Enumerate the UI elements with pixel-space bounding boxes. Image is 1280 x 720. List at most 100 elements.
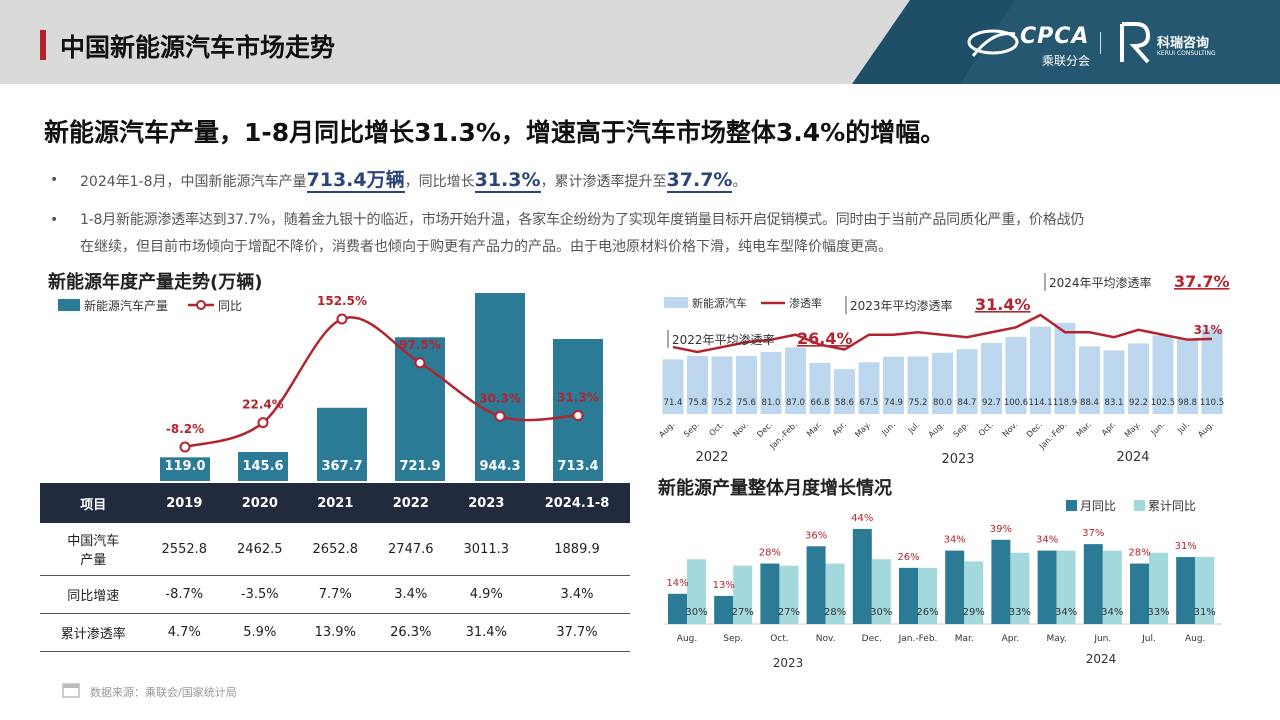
table-cell: 2652.8	[297, 523, 374, 576]
table-header-cell: 2021	[297, 483, 374, 523]
cumulative-value-label: 27%	[732, 607, 754, 618]
cumulative-value-label: 33%	[1147, 607, 1169, 618]
calendar-icon	[62, 683, 80, 698]
headline: 新能源汽车产量，1-8月同比增长31.3%，增速高于汽车市场整体3.4%的增幅。	[44, 118, 946, 147]
table-cell: 3.4%	[373, 575, 449, 614]
avg-2023-annotation-value: 31.4%	[975, 295, 1031, 314]
table-header-cell: 2022	[373, 483, 449, 523]
bar-value-label: 110.5	[1200, 398, 1224, 408]
bar-monthly-nev	[1201, 329, 1223, 414]
bar-mom	[806, 546, 826, 624]
legend-label-mom: 月同比	[1080, 499, 1116, 513]
legend-label-nev: 新能源汽车	[692, 296, 747, 310]
bar-monthly-nev	[956, 349, 978, 414]
mom-value-label: 14%	[666, 578, 688, 589]
bar-cumulative	[1195, 557, 1215, 624]
bar-cumulative	[1056, 550, 1076, 624]
x-tick-label: Mar.	[955, 634, 974, 644]
bar-value-label: 119.0	[164, 459, 205, 474]
bar-cumulative	[779, 565, 799, 624]
bar-value-label: 102.5	[1151, 398, 1175, 408]
bar-cumulative	[1102, 550, 1122, 624]
legend-swatch-mom	[1066, 500, 1077, 511]
bar-cumulative	[733, 565, 753, 624]
bar-monthly-nev	[1079, 346, 1100, 414]
page-title: 中国新能源汽车市场走势	[60, 33, 336, 62]
year-label: 2022	[695, 450, 728, 465]
annual-chart-title: 新能源年度产量走势(万辆)	[48, 272, 263, 293]
bullet-1-text-4: 。	[732, 174, 747, 190]
bar-monthly-nev	[687, 355, 708, 414]
last-penetration-label: 31%	[1194, 323, 1223, 337]
bar-value-label: 98.8	[1178, 398, 1197, 408]
bar-monthly-nev	[907, 356, 929, 414]
bar-monthly-nev	[1103, 350, 1125, 414]
cumulative-value-label: 31%	[1194, 607, 1216, 618]
penetration-line	[672, 313, 1213, 354]
bar-cumulative	[871, 559, 891, 624]
bar-value-label: 81.0	[762, 398, 781, 408]
avg-2024-annotation-text: 2024年平均渗透率	[1049, 275, 1152, 290]
bar-monthly-nev	[711, 356, 733, 414]
yoy-value-label: -8.2%	[166, 422, 204, 436]
table-cell: 1889.9	[524, 523, 630, 576]
mom-value-label: 34%	[1036, 535, 1058, 546]
table-row: 中国汽车 产量 2552.8 2462.5 2652.8 2747.6 3011.…	[40, 523, 630, 576]
table-cell: 2747.6	[373, 523, 449, 576]
legend-label-cumulative: 累计同比	[1148, 499, 1196, 513]
legend-marker-yoy	[196, 300, 206, 310]
table-cell: 3.4%	[524, 575, 630, 614]
table-cell: 3011.3	[448, 523, 525, 576]
bar-mom	[1130, 563, 1149, 624]
bar-mom	[714, 595, 734, 624]
yoy-point	[179, 441, 191, 453]
legend-label-production: 新能源汽车产量	[84, 298, 168, 313]
header-accent-bar	[40, 30, 46, 60]
yoy-point	[572, 410, 584, 422]
bullet-1: • 2024年1-8月，中国新能源汽车产量713.4万辆，同比增长31.3%，累…	[50, 167, 747, 196]
bullet-1-text-3: ，累计渗透率提升至	[540, 174, 667, 190]
cumulative-value-label: 26%	[916, 607, 938, 618]
mom-value-label: 31%	[1175, 541, 1197, 552]
yoy-value-label: 22.4%	[242, 398, 284, 412]
row-label-line-1: 中国汽车	[67, 534, 120, 549]
summary-table: 项目 2019 2020 2021 2022 2023 2024.1-8 中国汽…	[40, 483, 630, 652]
bar-production	[238, 452, 288, 481]
bar-monthly-nev	[932, 352, 953, 414]
mom-value-label: 44%	[851, 513, 873, 524]
bar-value-label: 84.7	[958, 398, 977, 408]
table-row: 同比增速 -8.7% -3.5% 7.7% 3.4% 4.9% 3.4%	[40, 575, 630, 614]
bar-monthly-nev	[1128, 343, 1149, 414]
cumulative-value-label: 34%	[1055, 607, 1077, 618]
table-cell: -8.7%	[146, 575, 223, 614]
table-cell: -3.5%	[222, 575, 298, 614]
bar-value-label: 80.0	[933, 398, 952, 408]
x-tick-label: Jan.-Feb.	[898, 634, 938, 644]
highlight-growth: 31.3%	[474, 169, 541, 193]
x-tick-label: Aug.	[677, 634, 697, 644]
legend-swatch-production	[58, 299, 80, 311]
mom-value-label: 28%	[759, 548, 781, 559]
bar-production	[553, 338, 603, 481]
bar-monthly-nev	[785, 347, 806, 414]
yoy-value-label: 97.5%	[399, 338, 441, 352]
bar-value-label: 67.5	[860, 398, 879, 408]
row-label: 同比增速	[40, 575, 147, 614]
x-tick-label: Sep.	[723, 634, 743, 644]
table-cell: 26.3%	[373, 613, 449, 652]
kerui-logo-name: 科瑞咨询	[1157, 36, 1210, 51]
bar-value-label: 75.6	[737, 398, 756, 408]
yoy-value-label: 31.3%	[557, 391, 599, 405]
bar-value-label: 114.1	[1028, 398, 1052, 408]
bar-monthly-nev	[858, 362, 880, 414]
bar-value-label: 118.9	[1053, 398, 1077, 408]
x-tick-label: Oct.	[770, 634, 788, 644]
bullet-1-text-1: 2024年1-8月，中国新能源汽车产量	[80, 174, 307, 190]
x-tick-label: May.	[1047, 634, 1067, 644]
bar-value-label: 100.6	[1004, 398, 1028, 408]
bar-mom	[991, 539, 1011, 624]
x-tick-label: Apr.	[1002, 634, 1020, 644]
avg-2022-annotation-value: 26.4%	[797, 329, 853, 348]
bar-value-label: 713.4	[557, 459, 598, 474]
table-cell: 4.7%	[146, 613, 223, 652]
